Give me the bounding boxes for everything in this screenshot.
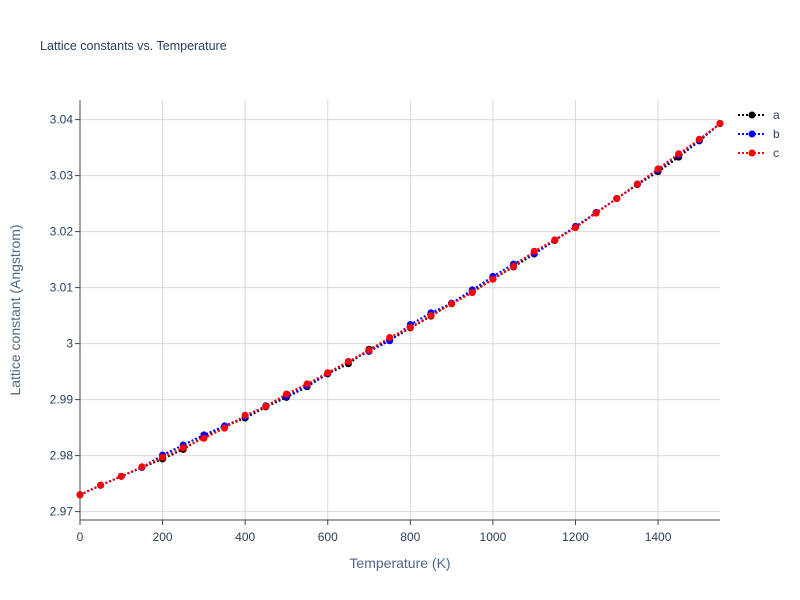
x-axis-label: Temperature (K) (349, 555, 450, 571)
legend-label: c (773, 146, 779, 160)
data-point-c (551, 236, 559, 244)
data-point-c (324, 369, 332, 377)
data-point-c (468, 289, 476, 297)
data-point-c (76, 491, 84, 499)
legend-item-c[interactable]: c (738, 146, 779, 160)
grid (80, 100, 720, 520)
tick-labels: 0 200 400 600 800 1000 1200 1400 2.97 2.98 2.99 3 3.… (50, 113, 672, 544)
data-point-c (675, 150, 683, 158)
data-point-c (633, 180, 641, 188)
data-point-c (386, 333, 394, 341)
data-point-c (282, 390, 290, 398)
y-axis-label: Lattice constant (Angstrom) (7, 224, 23, 395)
series-a (76, 120, 724, 499)
data-point-c (530, 247, 538, 255)
data-point-c (695, 135, 703, 143)
x-tick-label: 800 (400, 530, 420, 544)
data-point-c (427, 312, 435, 320)
series-layer (76, 120, 724, 499)
data-point-c (159, 453, 167, 461)
data-point-c (179, 444, 187, 452)
data-point-c (262, 402, 270, 410)
data-point-c (592, 209, 600, 217)
data-point-c (716, 120, 724, 128)
data-point-c (489, 275, 497, 283)
legend-swatch-marker (748, 149, 756, 157)
y-tick-label: 3.03 (50, 169, 74, 183)
data-point-c (448, 300, 456, 308)
x-tick-label: 0 (77, 530, 84, 544)
legend-swatch-marker (748, 130, 756, 138)
chart-title: Lattice constants vs. Temperature (40, 39, 227, 53)
legend-swatch-marker (748, 111, 756, 119)
data-point-c (303, 380, 311, 388)
legend[interactable]: abc (738, 108, 780, 160)
data-point-c (241, 411, 249, 419)
y-tick-label: 3 (66, 337, 73, 351)
series-line-a (79, 122, 721, 496)
data-point-c (344, 358, 352, 366)
data-point-c (510, 262, 518, 270)
data-point-c (613, 195, 621, 203)
y-tick-label: 3.04 (50, 113, 74, 127)
series-line-b (79, 122, 721, 496)
x-tick-label: 1400 (645, 530, 672, 544)
data-point-c (221, 424, 229, 432)
y-tick-label: 2.99 (50, 393, 74, 407)
data-point-c (365, 346, 373, 354)
x-tick-label: 1000 (480, 530, 507, 544)
x-tick-label: 200 (153, 530, 173, 544)
data-point-c (97, 481, 105, 489)
data-point-c (138, 463, 146, 471)
x-tick-label: 600 (318, 530, 338, 544)
legend-label: a (773, 108, 780, 122)
y-tick-label: 3.02 (50, 225, 74, 239)
data-point-c (200, 434, 208, 442)
x-tick-label: 400 (235, 530, 255, 544)
data-point-c (571, 224, 579, 232)
legend-item-a[interactable]: a (738, 108, 780, 122)
series-line-c (79, 122, 721, 496)
data-point-c (654, 165, 662, 173)
axes (75, 100, 720, 525)
legend-label: b (773, 127, 780, 141)
legend-item-b[interactable]: b (738, 127, 780, 141)
series-c (76, 120, 724, 499)
y-tick-label: 2.97 (50, 505, 74, 519)
data-point-c (406, 323, 414, 331)
x-tick-label: 1200 (562, 530, 589, 544)
y-tick-label: 3.01 (50, 281, 74, 295)
series-b (76, 120, 724, 499)
data-point-c (117, 472, 125, 480)
y-tick-label: 2.98 (50, 449, 74, 463)
